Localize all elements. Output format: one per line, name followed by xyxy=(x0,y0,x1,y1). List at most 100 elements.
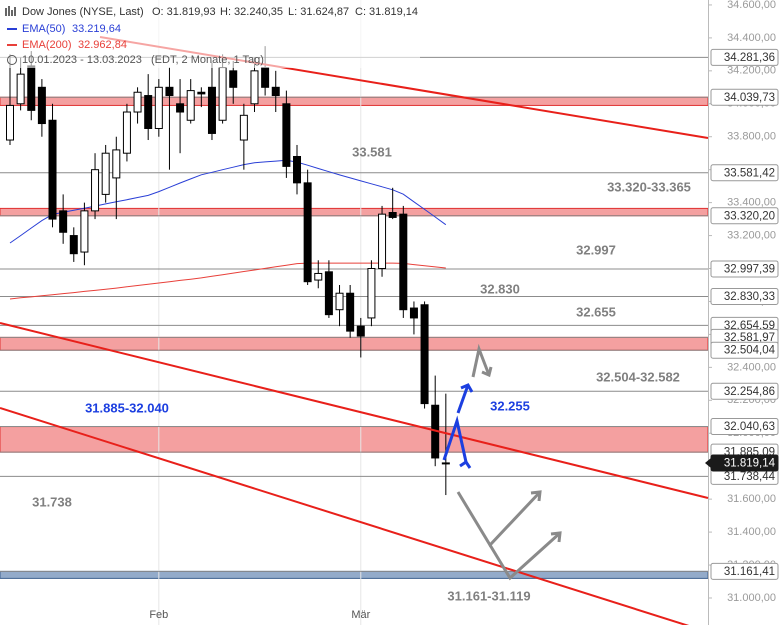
price-box-label: 34.039,73 xyxy=(724,92,775,104)
annotation: 33.320-33.365 xyxy=(607,179,691,194)
y-tick-label: 33.800,00 xyxy=(727,131,776,143)
candle-body xyxy=(229,70,238,88)
ohlc-low: L: 31.624,87 xyxy=(288,6,349,18)
candle-body xyxy=(282,103,291,167)
candle-body xyxy=(314,272,323,281)
candle-body xyxy=(27,65,36,111)
candle-body xyxy=(197,91,206,95)
range-info: (EDT, 2 Monate, 1 Tag) xyxy=(151,54,264,66)
price-box xyxy=(710,48,779,66)
candle-body xyxy=(112,149,121,179)
candle-body xyxy=(250,70,259,105)
candle-body xyxy=(59,210,68,233)
x-tick-label: Mär xyxy=(351,609,370,621)
ema-line xyxy=(9,262,446,300)
ohlc-close: C: 31.819,14 xyxy=(355,6,418,18)
candle-body xyxy=(271,86,280,97)
candle-body xyxy=(176,103,185,113)
candle-body xyxy=(207,86,216,134)
candle-body xyxy=(239,114,248,141)
candle-body xyxy=(399,213,408,311)
trendline xyxy=(0,407,690,625)
header: Dow Jones (NYSE, Last) O: 31.819,93 H: 3… xyxy=(0,0,420,68)
price-box-label: 32.504,04 xyxy=(724,345,776,357)
price-box-label: 34.281,36 xyxy=(724,52,775,64)
price-box-label: 33.581,42 xyxy=(724,167,775,179)
candle-body xyxy=(441,462,450,465)
arrow xyxy=(471,343,491,378)
ema-line xyxy=(9,159,447,244)
candle-body xyxy=(186,90,195,121)
arrow-head xyxy=(530,490,542,502)
zone xyxy=(0,570,709,579)
candle-body xyxy=(293,155,302,184)
arrow xyxy=(456,490,542,548)
candle-body xyxy=(133,91,142,113)
price-box-label: 31.161,41 xyxy=(724,566,775,578)
candle-body xyxy=(154,86,163,129)
candle-body xyxy=(335,292,344,311)
candle-body xyxy=(80,210,89,253)
annotation: 31.885-32.040 xyxy=(85,400,169,415)
y-tick-label: 32.400,00 xyxy=(727,361,776,373)
price-box xyxy=(710,562,779,580)
arrow-head xyxy=(550,531,562,543)
ohlc-high: H: 32.240,35 xyxy=(220,6,283,18)
candle-body xyxy=(91,169,100,212)
legend-value: 32.962,84 xyxy=(78,39,127,51)
candle-body xyxy=(346,292,355,332)
price-box-label: 33.320,20 xyxy=(724,210,775,222)
trendline xyxy=(0,322,709,499)
candle-body xyxy=(122,111,131,154)
arrow-head xyxy=(481,366,493,378)
ohlc-open: O: 31.819,93 xyxy=(152,6,216,18)
annotation: 31.738 xyxy=(32,494,72,509)
candle-body xyxy=(16,73,25,105)
annotation: 32.830 xyxy=(480,281,520,296)
y-tick-label: 34.200,00 xyxy=(727,65,776,77)
arrow xyxy=(488,531,562,581)
arrow-head xyxy=(459,459,472,469)
candle-body xyxy=(303,182,312,283)
candle-body xyxy=(367,268,376,319)
y-tick-label: 31.600,00 xyxy=(727,493,776,505)
price-box xyxy=(710,164,779,182)
y-tick-label: 31.400,00 xyxy=(727,526,776,538)
price-box xyxy=(710,382,779,400)
price-box-label: 31.819,14 xyxy=(724,458,776,470)
annotation: 31.161-31.119 xyxy=(447,588,530,603)
annotation: 32.655 xyxy=(576,304,616,319)
price-box xyxy=(710,341,779,359)
candle-body xyxy=(165,86,174,97)
price-pointer xyxy=(705,458,711,469)
zone xyxy=(0,207,709,217)
price-box xyxy=(710,418,779,436)
candle-body xyxy=(324,271,333,316)
candle-body xyxy=(144,95,153,129)
y-tick-label: 34.400,00 xyxy=(727,32,776,44)
candle-body xyxy=(69,235,78,255)
price-box-label: 32.040,63 xyxy=(724,421,775,433)
price-axis: 34.600,0034.400,0034.200,0034.000,0033.8… xyxy=(705,0,779,604)
chart-icon xyxy=(5,6,16,16)
y-tick-label: 33.200,00 xyxy=(727,229,776,241)
price-box-label: 32.254,86 xyxy=(724,386,775,398)
candle-body xyxy=(48,119,57,220)
candle-body xyxy=(37,86,46,125)
clock-icon xyxy=(7,55,17,65)
annotation: 32.255 xyxy=(490,398,530,413)
price-box-label: 32.581,97 xyxy=(724,332,775,344)
candle-body xyxy=(420,304,429,405)
instrument-title: Dow Jones (NYSE, Last) xyxy=(22,6,144,18)
candle-body xyxy=(378,213,387,270)
candle-body xyxy=(6,104,14,141)
date-range: 10.01.2023 - 13.03.2023 xyxy=(22,54,142,66)
legend-value: 33.219,64 xyxy=(72,23,121,35)
y-tick-label: 34.600,00 xyxy=(727,0,776,11)
price-box xyxy=(710,88,779,106)
arrow-head xyxy=(460,383,474,393)
header-bg xyxy=(0,0,420,68)
annotation: 33.581 xyxy=(352,144,392,159)
